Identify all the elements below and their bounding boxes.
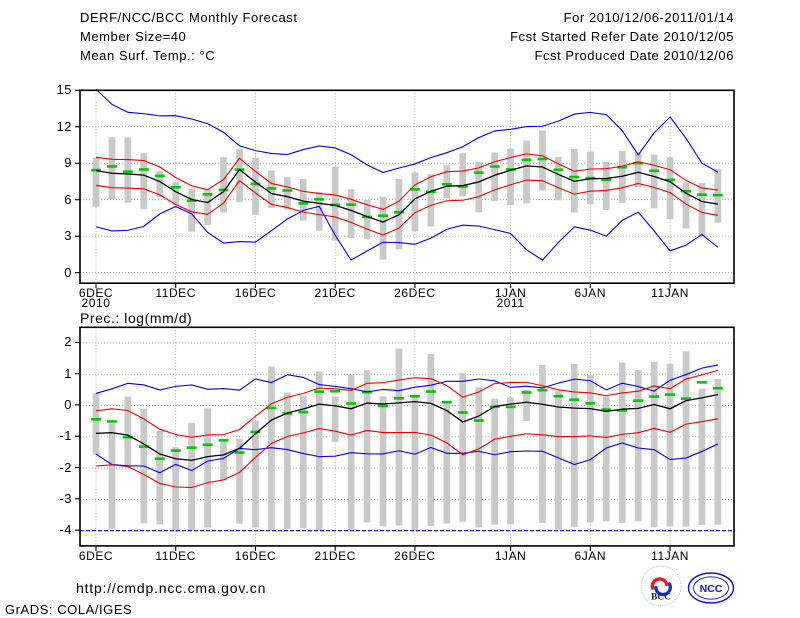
svg-text:BCC: BCC — [651, 593, 671, 603]
svg-text:NCC: NCC — [700, 583, 723, 595]
